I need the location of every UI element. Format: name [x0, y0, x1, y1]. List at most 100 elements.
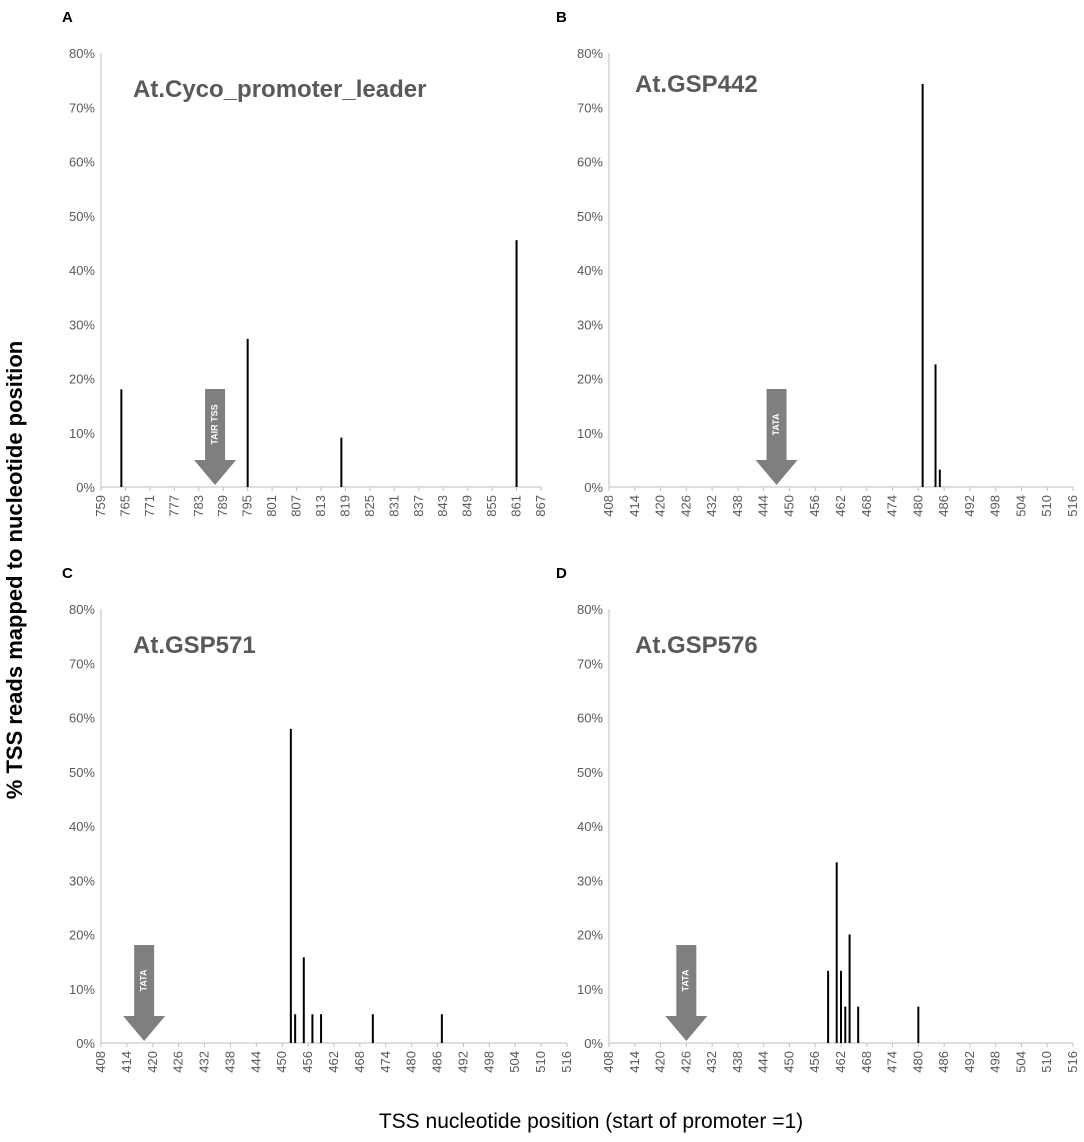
x-tick-label: 510: [1039, 495, 1054, 517]
y-tick-label: 60%: [577, 711, 603, 726]
x-tick-label: 849: [460, 495, 475, 517]
y-tick-label: 60%: [69, 711, 95, 726]
x-tick-label: 438: [730, 1051, 745, 1073]
x-tick-label: 420: [653, 495, 668, 517]
x-tick-label: 825: [362, 495, 377, 517]
y-tick-label: 30%: [69, 317, 95, 332]
x-tick-label: 456: [807, 1051, 822, 1073]
data-bar: [921, 83, 924, 488]
x-tick-label: 777: [166, 495, 181, 517]
x-tick-label: 831: [386, 495, 401, 517]
x-tick-label: 468: [352, 1051, 367, 1073]
x-tick-label: 438: [730, 495, 745, 517]
x-tick-label: 510: [533, 1051, 548, 1073]
x-tick-label: 516: [559, 1051, 574, 1073]
x-tick-label: 861: [509, 495, 524, 517]
x-tick-label: 801: [264, 495, 279, 517]
x-tick-label: 498: [481, 1051, 496, 1073]
y-axis-label: % TSS reads mapped to nucleotide positio…: [2, 341, 27, 799]
x-tick-label: 759: [93, 495, 108, 517]
x-tick-label: 420: [145, 1051, 160, 1073]
x-tick-label: 474: [885, 1051, 900, 1073]
x-tick-label: 462: [833, 1051, 848, 1073]
x-tick-label: 843: [435, 495, 450, 517]
x-tick-label: 432: [704, 1051, 719, 1073]
panel-letter: D: [556, 565, 567, 582]
x-tick-label: 492: [962, 1051, 977, 1073]
y-tick-label: 50%: [69, 209, 95, 224]
x-tick-label: 498: [988, 495, 1003, 517]
data-bar: [302, 957, 305, 1043]
data-bar: [246, 338, 249, 487]
y-tick-label: 20%: [69, 928, 95, 943]
x-tick-label: 480: [910, 495, 925, 517]
y-tick-label: 0%: [76, 480, 95, 495]
y-tick-label: 20%: [577, 372, 603, 387]
data-bar: [440, 1014, 443, 1043]
y-tick-label: 50%: [577, 765, 603, 780]
x-tick-label: 795: [240, 495, 255, 517]
y-tick-label: 70%: [577, 100, 603, 115]
data-bar: [938, 469, 941, 487]
panel-title: At.Cyco_promoter_leader: [133, 76, 426, 103]
y-tick-label: 80%: [577, 602, 603, 617]
x-tick-label: 444: [756, 1051, 771, 1073]
data-bar: [515, 240, 518, 487]
y-tick-label: 0%: [584, 1036, 603, 1051]
data-bar: [311, 1014, 314, 1043]
annotation-label: TATA: [139, 969, 149, 991]
panel-d: D At.GSP576 0% 10% 20% 30% 40% 50% 60% 70% 80% 408 4…: [556, 565, 1080, 1073]
x-tick-label: 498: [988, 1051, 1003, 1073]
x-tick-label: 426: [678, 495, 693, 517]
x-tick-label: 771: [142, 495, 157, 517]
panel-title: At.GSP442: [635, 71, 758, 98]
x-tick-label: 492: [962, 495, 977, 517]
x-tick-label: 789: [215, 495, 230, 517]
data-bar: [340, 437, 343, 487]
x-tick-label: 867: [533, 495, 548, 517]
x-tick-label: 474: [885, 495, 900, 517]
panel-letter: C: [62, 565, 73, 582]
panel-title: At.GSP571: [133, 632, 256, 659]
x-tick-label: 414: [627, 495, 642, 517]
y-tick-label: 10%: [69, 982, 95, 997]
data-bar: [840, 970, 842, 1043]
x-tick-label: 813: [313, 495, 328, 517]
data-bar: [371, 1014, 374, 1043]
y-tick-label: 60%: [577, 155, 603, 170]
annotation-arrow-icon: [123, 945, 166, 1041]
x-tick-label: 462: [833, 495, 848, 517]
y-tick-label: 50%: [577, 209, 603, 224]
panel-letter: B: [556, 9, 567, 26]
y-tick-label: 80%: [577, 46, 603, 61]
y-tick-label: 10%: [577, 982, 603, 997]
y-tick-label: 20%: [577, 928, 603, 943]
x-tick-label: 480: [404, 1051, 419, 1073]
x-tick-label: 444: [248, 1051, 263, 1073]
x-tick-label: 462: [326, 1051, 341, 1073]
x-tick-label: 450: [781, 495, 796, 517]
y-tick-label: 40%: [577, 819, 603, 834]
y-tick-label: 40%: [577, 263, 603, 278]
panel-letter: A: [62, 9, 73, 26]
x-tick-label: 765: [117, 495, 132, 517]
x-tick-label: 486: [430, 1051, 445, 1073]
x-tick-label: 516: [1065, 495, 1080, 517]
annotation-arrow-icon: [755, 389, 798, 485]
y-tick-label: 70%: [577, 656, 603, 671]
x-tick-label: 837: [411, 495, 426, 517]
y-tick-label: 80%: [69, 602, 95, 617]
x-tick-label: 474: [378, 1051, 393, 1073]
y-tick-label: 60%: [69, 155, 95, 170]
annotation-label: TATA: [681, 969, 691, 991]
x-tick-label: 783: [191, 495, 206, 517]
x-tick-label: 432: [197, 1051, 212, 1073]
y-tick-label: 30%: [577, 873, 603, 888]
x-tick-label: 807: [289, 495, 304, 517]
x-tick-label: 504: [507, 1051, 522, 1073]
annotation-label: TAIR TSS: [209, 404, 219, 444]
x-tick-label: 450: [274, 1051, 289, 1073]
annotation-arrow-icon: [665, 945, 708, 1041]
y-tick-label: 40%: [69, 819, 95, 834]
x-tick-label: 492: [455, 1051, 470, 1073]
